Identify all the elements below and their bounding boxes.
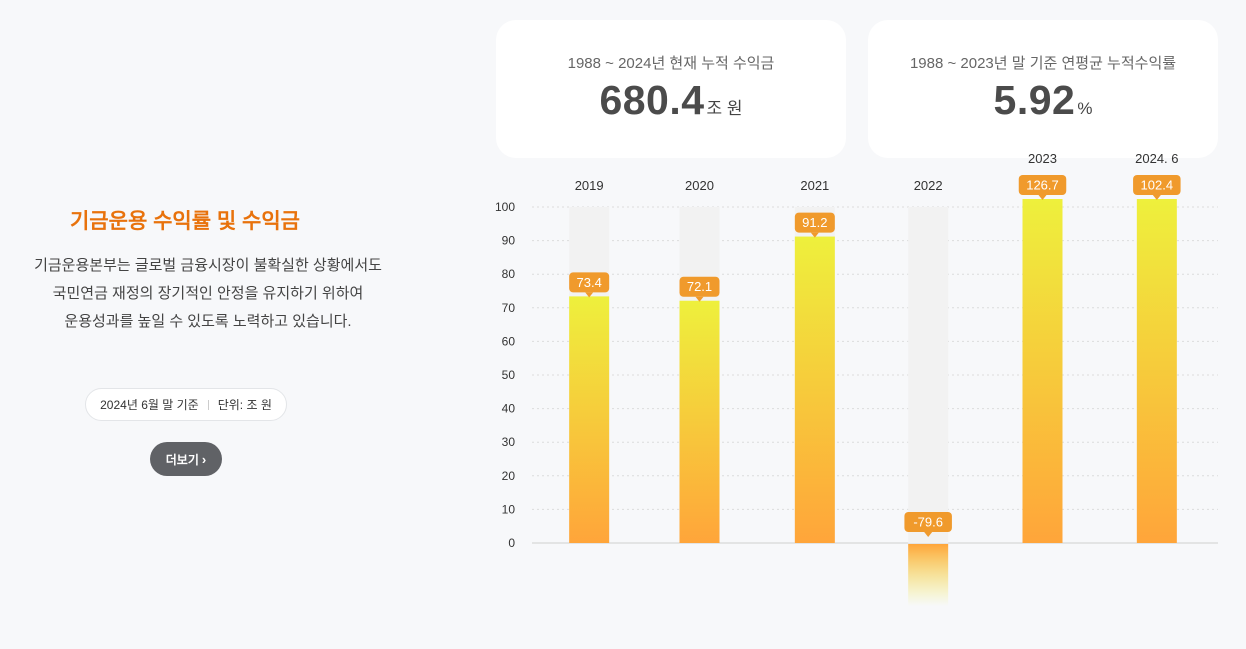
data-label: 91.2 xyxy=(802,215,827,230)
card-label: 1988 ~ 2023년 말 기준 연평균 누적수익률 xyxy=(909,55,1177,72)
badge-box xyxy=(679,276,720,297)
x-category-label: 2023 xyxy=(1028,151,1057,166)
card-value: 680.4 xyxy=(599,77,705,123)
y-tick-label: 50 xyxy=(502,368,516,382)
badge-box xyxy=(1133,175,1181,195)
badge-box xyxy=(904,512,952,532)
y-tick-label: 70 xyxy=(502,301,516,315)
badge-box xyxy=(1018,175,1067,195)
data-bar xyxy=(1022,199,1063,543)
y-tick-label: 0 xyxy=(508,536,515,550)
y-tick-label: 100 xyxy=(495,200,515,214)
x-category-label: 2022 xyxy=(914,178,943,193)
cumulative-profit-card: 1988 ~ 2024년 현재 누적 수익금 680.4 조 원 xyxy=(496,20,846,158)
more-button-label: 더보기 xyxy=(165,452,199,467)
y-tick-label: 30 xyxy=(502,435,516,449)
card-unit: 조 원 xyxy=(706,99,743,118)
data-bar xyxy=(908,544,949,606)
data-label: -79.6 xyxy=(913,515,943,530)
unit-label: 단위: 조 원 xyxy=(217,398,272,412)
intro-panel: 기금운용 수익률 및 수익금 기금운용본부는 글로벌 금융시장이 불확실한 상황… xyxy=(0,0,410,649)
x-category-label: 2021 xyxy=(800,178,829,193)
section-title: 기금운용 수익률 및 수익금 xyxy=(69,210,301,233)
y-tick-label: 60 xyxy=(502,334,516,348)
data-label-badge: 102.4 xyxy=(1133,175,1181,200)
card-unit: % xyxy=(1077,99,1093,118)
basis-date: 2024년 6월 말 기준 xyxy=(100,398,199,412)
data-label: 72.1 xyxy=(687,279,712,294)
basis-unit-pill: 2024년 6월 말 기준 단위: 조 원 xyxy=(85,388,287,421)
data-label-badge: 72.1 xyxy=(679,276,720,302)
data-label-badge: 73.4 xyxy=(569,272,610,298)
y-tick-label: 10 xyxy=(502,502,516,516)
data-bar xyxy=(794,236,835,543)
y-tick-label: 80 xyxy=(502,267,516,281)
data-label: 102.4 xyxy=(1141,178,1174,193)
y-tick-label: 40 xyxy=(502,402,516,416)
chevron-right-icon: › xyxy=(201,451,207,467)
y-tick-label: 90 xyxy=(502,234,516,248)
returns-bar-chart: 0 10 20 30 40 50 60 70 80 90 100 2019 73.4 2020 72.1 2… xyxy=(495,151,1218,606)
badge-box xyxy=(569,272,610,293)
data-label: 126.7 xyxy=(1026,178,1059,193)
annual-return-card: 1988 ~ 2023년 말 기준 연평균 누적수익률 5.92% xyxy=(868,20,1218,158)
y-tick-label: 20 xyxy=(502,469,516,483)
x-category-label: 2019 xyxy=(575,178,604,193)
badge-pointer xyxy=(695,296,704,302)
card-value: 5.92 xyxy=(993,77,1076,123)
description-line: 기금운용본부는 글로벌 금융시장이 불확실한 상황에서도 xyxy=(34,257,382,274)
badge-pointer xyxy=(1152,195,1161,200)
bar-track xyxy=(908,207,949,543)
data-label-badge: 126.7 xyxy=(1018,175,1067,200)
card-value-wrap: 5.92% xyxy=(868,77,1218,124)
data-bar xyxy=(569,296,610,543)
x-category-label: 2020 xyxy=(685,178,714,193)
pill-divider xyxy=(207,399,209,410)
badge-pointer xyxy=(585,292,594,298)
card-value-wrap: 680.4 조 원 xyxy=(496,77,846,124)
badge-pointer xyxy=(1038,195,1047,200)
section-description: 기금운용본부는 글로벌 금융시장이 불확실한 상황에서도 국민연금 재정의 장기… xyxy=(0,252,416,336)
data-bar xyxy=(679,300,720,543)
description-line: 국민연금 재정의 장기적인 안정을 유지하기 위하여 xyxy=(52,285,364,302)
badge-pointer xyxy=(924,532,933,537)
data-label-badge: 91.2 xyxy=(794,212,835,238)
data-label-badge: -79.6 xyxy=(904,512,952,537)
x-category-label: 2024. 6 xyxy=(1135,151,1178,166)
description-line: 운용성과를 높일 수 있도록 노력하고 있습니다. xyxy=(64,313,352,330)
more-button[interactable]: 더보기 › xyxy=(150,442,222,476)
badge-pointer xyxy=(810,232,819,238)
data-label: 73.4 xyxy=(577,275,602,290)
card-label: 1988 ~ 2024년 현재 누적 수익금 xyxy=(567,55,775,72)
data-bar xyxy=(1136,199,1177,543)
badge-box xyxy=(794,212,835,233)
